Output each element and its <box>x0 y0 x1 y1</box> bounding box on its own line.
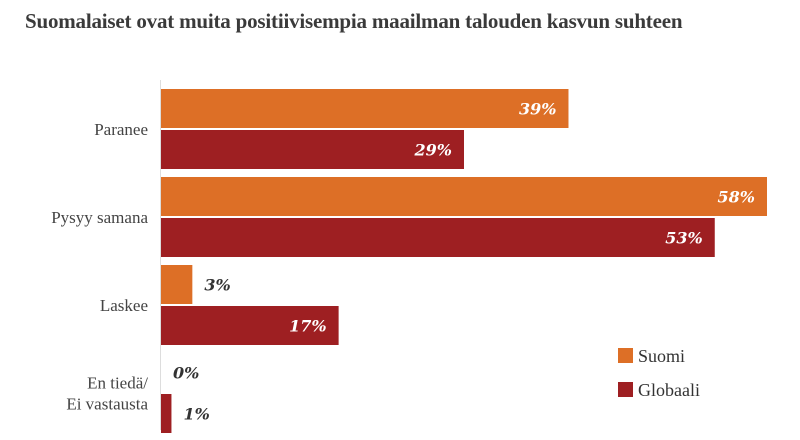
data-label: 0% <box>173 364 199 383</box>
chart-title: Suomalaiset ovat muita positiivisempia m… <box>25 9 683 33</box>
bar-suomi <box>161 177 767 216</box>
data-label: 58% <box>718 188 755 207</box>
category-label: Laskee <box>100 296 148 315</box>
data-label: 29% <box>414 141 452 160</box>
category-label: Paranee <box>94 120 148 139</box>
data-label: 1% <box>183 405 209 424</box>
data-label: 39% <box>519 100 556 119</box>
category-label-line: Laskee <box>100 296 148 315</box>
category-label: Pysyy samana <box>51 208 148 227</box>
bar-suomi <box>161 89 569 128</box>
bar-suomi <box>161 265 193 304</box>
legend: Suomi Globaali <box>618 346 700 400</box>
data-label: 17% <box>289 317 326 336</box>
legend-label: Suomi <box>638 346 685 366</box>
category-label-line: En tiedä/ <box>87 374 148 393</box>
category-label-line: Pysyy samana <box>51 208 148 227</box>
bar-globaali <box>161 218 715 257</box>
bar-globaali <box>161 130 464 169</box>
category-label-line: Ei vastausta <box>66 395 148 414</box>
legend-label: Globaali <box>638 380 700 400</box>
legend-swatch-suomi <box>618 348 633 363</box>
bar-globaali <box>161 306 339 345</box>
data-label: 3% <box>204 276 230 295</box>
data-label: 53% <box>665 229 702 248</box>
category-label: En tiedä/Ei vastausta <box>66 374 148 414</box>
category-label-line: Paranee <box>94 120 148 139</box>
bar-globaali <box>161 394 172 433</box>
legend-swatch-globaali <box>618 382 633 397</box>
